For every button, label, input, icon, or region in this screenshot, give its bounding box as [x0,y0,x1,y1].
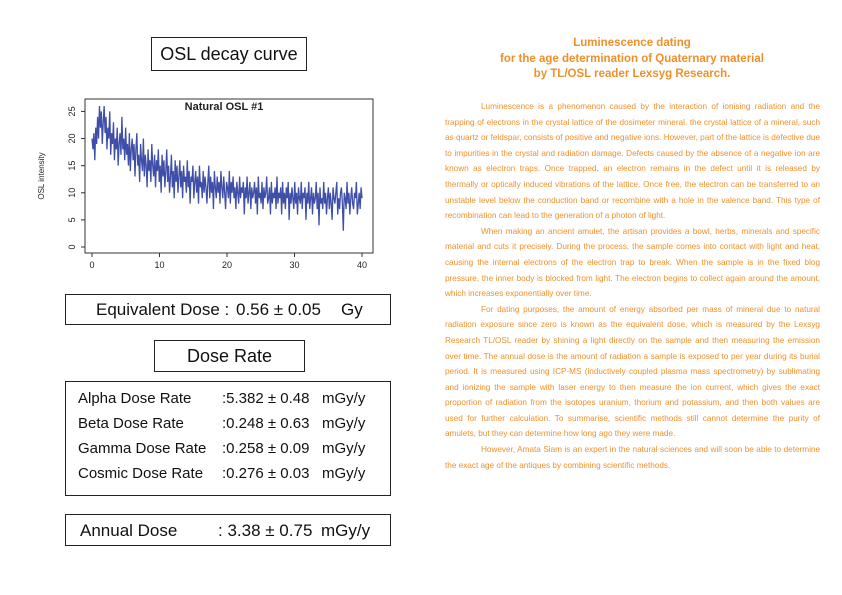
x-tick-label: 30 [289,260,299,270]
osl-decay-title: OSL decay curve [151,37,307,71]
equivalent-dose-box: Equivalent Dose : 0.56 ± 0.05 Gy [65,294,391,325]
dose-rate-label: Gamma Dose Rate [78,440,207,457]
article-body: Luminescence is a phenomenon caused by t… [445,99,820,473]
dose-rate-value: :5.382 ± 0.48 [222,390,310,407]
dose-rate-unit: mGy/y [322,390,366,407]
y-tick-label: 0 [67,244,77,249]
annual-dose-value: : 3.38 ± 0.75 [218,521,313,540]
dose-rate-unit: mGy/y [322,440,366,457]
dose-rate-value: :0.276 ± 0.03 [222,465,310,482]
equivalent-dose-value: 0.56 ± 0.05 [236,300,321,319]
osl-decay-title-text: OSL decay curve [160,43,298,64]
dose-rate-unit: mGy/y [322,465,366,482]
dose-rate-value: :0.258 ± 0.09 [222,440,310,457]
x-tick-label: 40 [357,260,367,270]
dose-rate-unit: mGy/y [322,415,366,432]
dose-rate-value: :0.248 ± 0.63 [222,415,310,432]
dose-rate-label: Beta Dose Rate [78,415,184,432]
plot-frame [84,98,374,254]
y-tick-label: 15 [67,161,77,171]
heading-line-1: Luminescence dating [573,37,691,49]
dose-rates-box: Alpha Dose Rate :5.382 ± 0.48 mGy/y Beta… [65,381,391,496]
dose-rate-title: Dose Rate [154,340,305,372]
article-paragraph-3: For dating purposes, the amount of energ… [445,304,820,439]
annual-dose-unit: mGy/y [321,521,371,540]
article-heading: Luminescence dating for the age determin… [452,36,812,83]
equivalent-dose-unit: Gy [341,300,363,319]
article-paragraph-2: When making an ancient amulet, the artis… [445,226,820,299]
heading-line-2: for the age determination of Quaternary … [500,52,764,65]
x-tick-label: 10 [154,260,164,270]
annual-dose-label: Annual Dose [80,521,178,540]
dose-rate-title-text: Dose Rate [186,345,273,366]
article-paragraph-1: Luminescence is a phenomenon caused by t… [445,102,820,221]
heading-line-3: by TL/OSL reader Lexsyg Research. [533,68,731,80]
y-tick-label: 10 [67,188,77,198]
dose-rate-label: Alpha Dose Rate [78,390,192,407]
y-axis-label: OSL intensity [37,152,46,199]
article-paragraph-4: However, Amata Siam is an expert in the … [445,445,820,470]
x-tick-label: 20 [222,260,232,270]
annual-dose-box: Annual Dose : 3.38 ± 0.75 mGy/y [65,514,391,546]
equivalent-dose-label: Equivalent Dose : [96,300,230,319]
chart-title: Natural OSL #1 [185,101,264,113]
y-tick-label: 20 [67,134,77,144]
y-tick-label: 5 [67,217,77,222]
x-tick-label: 0 [89,260,94,270]
series-line [91,105,363,231]
osl-decay-chart: Natural OSL #1 OSL intensity 0510152025 … [37,98,374,270]
dose-rate-label: Cosmic Dose Rate [78,465,204,482]
y-tick-label: 25 [67,106,77,116]
